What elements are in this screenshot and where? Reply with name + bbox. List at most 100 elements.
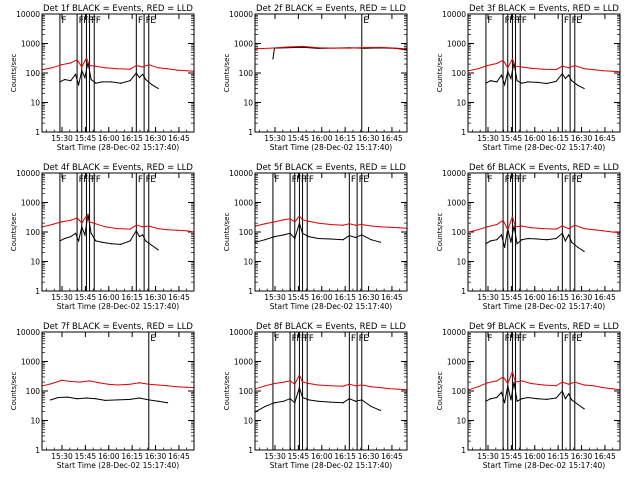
series-events-point — [577, 84, 579, 86]
series-lld-point — [574, 224, 576, 226]
y-tick-label: 100 — [26, 228, 41, 237]
flare-marker-label: F — [514, 175, 519, 185]
series-events-point — [504, 246, 506, 249]
y-tick-label: 100 — [452, 387, 467, 396]
series-events-point — [308, 399, 310, 401]
series-events-point — [342, 402, 344, 404]
x-tick-label: 15:30 — [264, 134, 286, 143]
series-events-point — [490, 80, 492, 82]
y-tick-label: 1000 — [447, 358, 466, 367]
series-events-point — [354, 400, 357, 402]
x-tick-label: 16:45 — [168, 452, 190, 461]
series-lld-line — [468, 370, 621, 391]
series-events-point — [564, 240, 567, 242]
series-lld-point — [486, 382, 489, 384]
x-tick-label: 16:30 — [145, 293, 167, 302]
series-events-point — [567, 393, 570, 395]
y-tick-label: 10000 — [16, 328, 40, 337]
series-lld-point — [157, 67, 159, 69]
series-events-point — [74, 73, 77, 75]
series-events-point — [510, 241, 512, 243]
x-tick-label: 15:45 — [75, 452, 97, 461]
series-lld-point — [104, 67, 106, 69]
series-lld-point — [176, 386, 178, 388]
flare-marker-label: F — [517, 16, 522, 26]
series-lld-point — [88, 221, 91, 223]
series-lld-point — [496, 380, 498, 382]
series-events-point — [101, 81, 103, 83]
series-events-point — [521, 398, 523, 400]
series-events-point — [49, 399, 52, 401]
series-lld-point — [104, 226, 106, 228]
series-events-point — [157, 400, 159, 402]
flare-marker-label: F — [564, 16, 569, 26]
series-lld-point — [273, 382, 276, 385]
y-tick-label: 10000 — [229, 10, 253, 19]
series-lld-point — [333, 47, 335, 49]
series-events-point — [87, 213, 89, 215]
series-events-point — [521, 82, 523, 84]
x-axis-label: Start Time (28-Dec-02 15:17:40) — [57, 302, 179, 311]
series-events-point — [301, 232, 304, 234]
x-tick-label: 16:15 — [121, 293, 143, 302]
series-lld-point — [70, 380, 72, 383]
series-lld-point — [81, 66, 83, 68]
x-tick-label: 16:15 — [121, 452, 143, 461]
series-lld-point — [543, 68, 545, 70]
series-events-point — [546, 239, 548, 241]
flare-marker-label: F — [517, 334, 522, 344]
series-lld-point — [389, 226, 391, 228]
y-tick-label: 1 — [248, 446, 253, 455]
series-lld-point — [348, 47, 350, 49]
series-lld-point — [567, 228, 570, 230]
series-events-point — [129, 398, 131, 400]
series-lld-point — [330, 385, 332, 387]
series-lld-point — [507, 229, 509, 231]
flare-marker-label: F — [514, 334, 519, 344]
x-tick-label: 16:15 — [547, 452, 569, 461]
series-lld-point — [354, 224, 357, 226]
series-events-point — [354, 236, 357, 239]
y-tick-label: 100 — [239, 69, 254, 78]
series-events-point — [138, 397, 141, 399]
series-lld-point — [389, 388, 391, 390]
series-events-point — [84, 76, 86, 79]
flare-marker-label: F — [351, 175, 356, 185]
series-lld-point — [530, 227, 532, 229]
series-events-point — [500, 74, 503, 76]
series-events-point — [507, 71, 509, 73]
flare-marker-label: F — [274, 175, 279, 185]
series-lld-point — [51, 223, 53, 226]
flare-marker-label: F — [83, 175, 88, 185]
series-events-point — [536, 81, 538, 84]
x-tick-label: 16:00 — [524, 293, 546, 302]
series-lld-point — [592, 229, 595, 231]
series-events-point — [81, 70, 83, 72]
y-tick-label: 10000 — [16, 169, 40, 178]
flare-marker-label: F — [301, 334, 306, 344]
series-lld-point — [543, 228, 545, 230]
series-events-point — [583, 250, 585, 252]
series-lld-point — [148, 225, 150, 227]
series-events-point — [298, 222, 301, 224]
series-lld-point — [76, 59, 78, 61]
x-tick-label: 16:45 — [381, 452, 403, 461]
series-events-point — [555, 237, 557, 240]
series-events-point — [294, 402, 296, 404]
x-axis-label: Start Time (28-Dec-02 15:17:40) — [483, 143, 605, 152]
flare-marker-label: F — [96, 175, 101, 185]
panel-title: Det 6f BLACK = Events, RED = LLD — [469, 163, 619, 173]
series-events-point — [379, 241, 382, 243]
flare-marker-label: F — [292, 334, 297, 344]
series-lld-line — [42, 214, 195, 233]
series-events-point — [95, 398, 97, 400]
series-lld-point — [574, 64, 576, 67]
series-lld-point — [289, 380, 291, 382]
series-lld-point — [273, 221, 276, 223]
plot-frame — [467, 172, 621, 292]
series-lld-point — [342, 385, 344, 387]
y-tick-label: 10000 — [442, 169, 466, 178]
series-events-line — [272, 46, 408, 59]
